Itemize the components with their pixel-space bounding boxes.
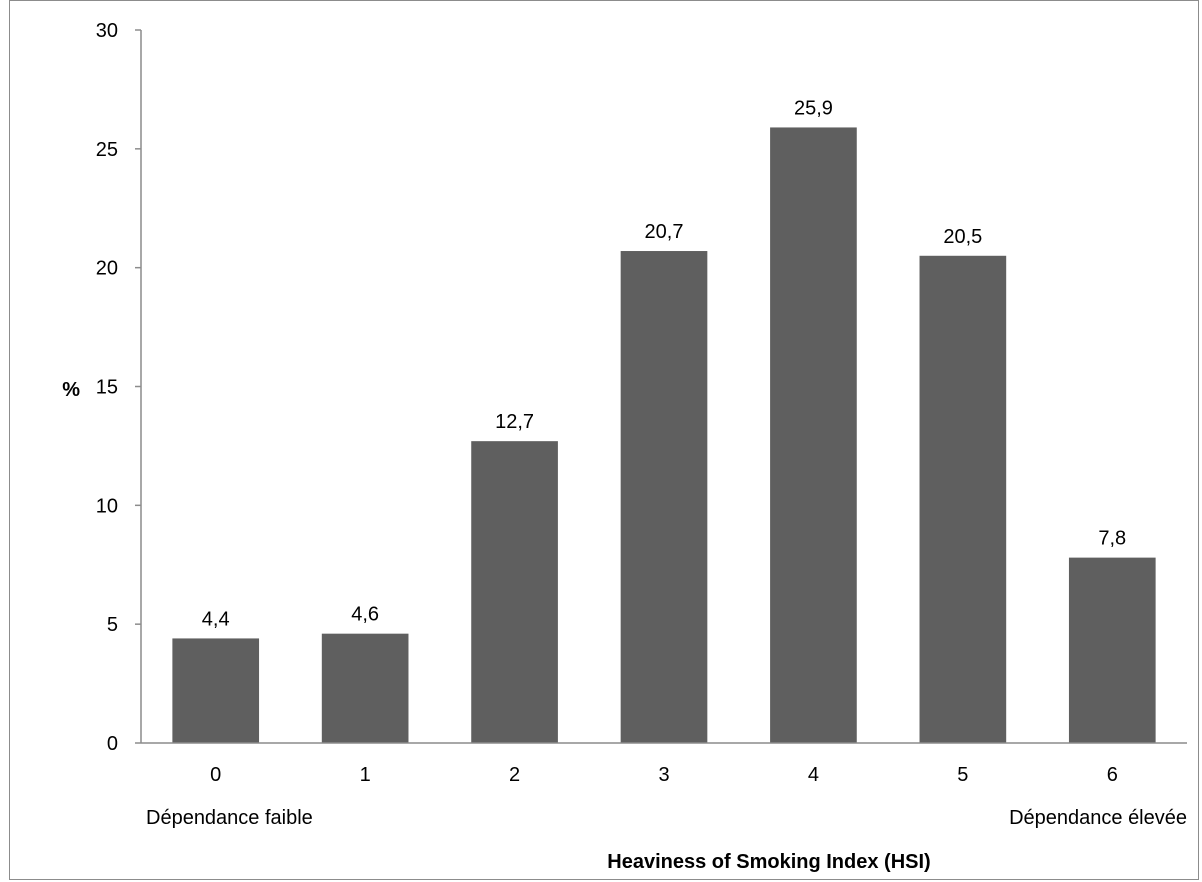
y-axis: 0 5 10 15 20 25 30: [96, 20, 142, 755]
data-label: 25,9: [794, 97, 833, 119]
x-tick-label: 4: [808, 764, 819, 786]
data-label: 4,4: [202, 608, 230, 630]
y-tick-label: 15: [96, 377, 118, 399]
low-dependence-note: Dépendance faible: [146, 807, 313, 829]
x-axis-title: Heaviness of Smoking Index (HSI): [607, 851, 930, 873]
data-label: 20,5: [943, 226, 982, 248]
x-tick-label: 2: [509, 764, 520, 786]
data-labels: 4,4 4,6 12,7 20,7 25,9 20,5 7,8: [202, 97, 1126, 630]
bar: [620, 251, 708, 743]
bar: [471, 441, 558, 743]
x-tick-label: 3: [658, 764, 669, 786]
x-axis-ticks: 0 1 2 3 4 5 6: [210, 764, 1118, 786]
x-tick-label: 5: [957, 764, 968, 786]
data-label: 4,6: [351, 604, 379, 626]
x-tick-label: 6: [1107, 764, 1118, 786]
y-tick-label: 25: [96, 139, 118, 161]
y-tick-label: 10: [96, 495, 118, 517]
y-tick-label: 5: [107, 614, 118, 636]
bars: [172, 127, 1156, 744]
bar: [321, 633, 409, 743]
x-tick-label: 1: [360, 764, 371, 786]
data-label: 12,7: [495, 411, 534, 433]
bar: [919, 255, 1007, 744]
bar: [770, 127, 857, 743]
bar: [172, 638, 260, 743]
bar: [1068, 557, 1156, 743]
high-dependence-note: Dépendance élevée: [1009, 807, 1187, 829]
y-tick-label: 0: [107, 733, 118, 755]
y-axis-title: %: [62, 379, 80, 401]
x-tick-label: 0: [210, 764, 221, 786]
y-tick-label: 30: [96, 20, 118, 42]
data-label: 20,7: [645, 221, 684, 243]
y-tick-label: 20: [96, 258, 118, 280]
data-label: 7,8: [1098, 528, 1126, 550]
